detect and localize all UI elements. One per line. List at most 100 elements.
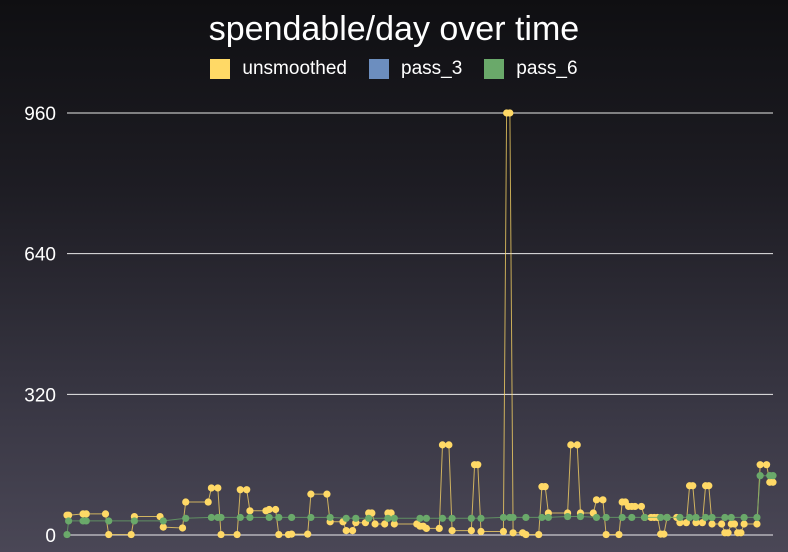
legend-item-unsmoothed[interactable]: unsmoothed	[210, 58, 347, 80]
data-point-unsmoothed-11	[182, 498, 190, 506]
data-point-unsmoothed-50	[467, 527, 475, 535]
data-point-unsmoothed-90	[689, 482, 697, 490]
data-point-pass-6-53	[756, 472, 764, 480]
data-point-pass-6-13	[265, 513, 273, 522]
data-point-unsmoothed-102	[737, 529, 745, 537]
data-point-pass-6-7	[182, 514, 190, 522]
data-point-pass-6-6	[159, 517, 167, 525]
data-point-unsmoothed-26	[304, 530, 312, 538]
data-point-pass-6-31	[509, 513, 517, 522]
legend-swatch-unsmoothed	[210, 59, 231, 79]
data-point-unsmoothed-32	[349, 527, 357, 535]
data-point-unsmoothed-9	[159, 523, 167, 531]
legend-swatch-pass-6	[484, 59, 505, 79]
data-point-unsmoothed-22	[271, 505, 280, 514]
data-point-unsmoothed-41	[390, 520, 398, 528]
y-tick-label-320: 320	[24, 385, 56, 406]
data-point-pass-6-32	[522, 513, 530, 522]
data-point-unsmoothed-100	[730, 520, 739, 528]
data-point-unsmoothed-40	[387, 509, 395, 517]
data-point-pass-6-48	[708, 513, 716, 522]
data-point-pass-6-29	[499, 513, 508, 522]
data-point-unsmoothed-6	[127, 530, 135, 539]
data-point-unsmoothed-1	[65, 511, 73, 519]
y-tick-label-0: 0	[45, 526, 56, 547]
data-point-unsmoothed-13	[207, 484, 216, 492]
data-point-unsmoothed-15	[217, 530, 225, 539]
data-point-unsmoothed-52	[474, 461, 482, 469]
data-point-pass-6-0	[63, 530, 71, 539]
data-point-pass-6-18	[342, 514, 350, 522]
data-point-unsmoothed-71	[602, 530, 610, 539]
legend: unsmoothed pass_3 pass_6	[0, 58, 788, 80]
data-point-pass-6-1	[65, 517, 73, 525]
data-point-unsmoothed-106	[762, 461, 771, 469]
series-line-unsmoothed	[67, 112, 773, 536]
data-point-unsmoothed-5	[105, 530, 113, 539]
data-point-pass-6-8	[207, 513, 216, 522]
data-point-pass-6-52	[753, 513, 761, 522]
y-tick-label-960: 960	[24, 104, 56, 125]
data-point-pass-6-5	[130, 517, 138, 525]
data-point-pass-6-22	[390, 514, 398, 522]
data-point-unsmoothed-18	[243, 486, 251, 494]
data-point-unsmoothed-4	[101, 510, 110, 518]
data-point-unsmoothed-87	[676, 519, 684, 527]
data-point-unsmoothed-54	[499, 527, 508, 536]
data-point-unsmoothed-45	[422, 524, 431, 533]
data-point-pass-6-38	[602, 513, 610, 522]
data-point-pass-6-51	[740, 513, 748, 522]
data-point-pass-6-10	[217, 513, 225, 522]
data-point-pass-6-49	[721, 513, 729, 522]
data-point-pass-6-21	[384, 514, 392, 522]
data-point-pass-6-42	[657, 513, 665, 522]
data-point-unsmoothed-88	[682, 519, 690, 527]
data-point-unsmoothed-95	[708, 520, 716, 528]
data-point-unsmoothed-37	[371, 520, 379, 528]
data-point-unsmoothed-96	[718, 520, 726, 528]
legend-label-unsmoothed: unsmoothed	[242, 58, 347, 79]
data-point-unsmoothed-91	[692, 519, 700, 527]
legend-item-pass-6[interactable]: pass_6	[484, 58, 578, 80]
data-point-unsmoothed-27	[307, 490, 315, 498]
data-point-unsmoothed-69	[592, 496, 601, 504]
legend-label-pass-6: pass_6	[516, 58, 578, 79]
data-point-unsmoothed-84	[660, 530, 668, 538]
data-point-pass-6-47	[702, 513, 710, 522]
data-point-unsmoothed-94	[705, 482, 713, 490]
data-point-pass-6-37	[592, 513, 601, 522]
data-point-unsmoothed-105	[756, 461, 764, 469]
data-point-pass-6-55	[769, 472, 777, 480]
data-point-pass-6-50	[727, 513, 735, 522]
data-point-pass-6-11	[236, 513, 244, 522]
data-point-unsmoothed-49	[448, 527, 456, 535]
data-point-pass-6-41	[641, 513, 649, 522]
data-point-pass-6-46	[692, 513, 700, 522]
data-point-unsmoothed-92	[698, 519, 707, 527]
data-point-unsmoothed-78	[637, 502, 646, 511]
data-point-unsmoothed-31	[342, 527, 350, 535]
data-point-pass-6-33	[538, 513, 546, 522]
data-point-unsmoothed-103	[740, 520, 748, 528]
data-point-pass-6-27	[467, 514, 475, 522]
data-point-unsmoothed-47	[438, 441, 447, 449]
data-point-pass-6-4	[105, 517, 113, 525]
data-point-unsmoothed-77	[631, 502, 639, 511]
data-point-unsmoothed-36	[368, 509, 376, 517]
data-point-unsmoothed-3	[82, 510, 90, 518]
data-point-pass-6-39	[618, 513, 626, 522]
data-point-pass-6-20	[365, 514, 373, 522]
data-point-pass-6-35	[564, 512, 572, 521]
data-point-pass-6-34	[544, 513, 552, 522]
data-point-unsmoothed-59	[522, 530, 530, 539]
data-point-unsmoothed-19	[246, 507, 254, 515]
legend-item-pass-3[interactable]: pass_3	[369, 58, 462, 80]
data-point-pass-6-16	[307, 513, 315, 522]
data-point-unsmoothed-17	[236, 486, 244, 494]
data-point-pass-6-40	[628, 513, 636, 522]
data-point-unsmoothed-72	[615, 530, 623, 539]
data-point-pass-6-14	[275, 513, 283, 522]
data-point-unsmoothed-46	[435, 524, 443, 533]
data-point-unsmoothed-66	[573, 441, 581, 449]
